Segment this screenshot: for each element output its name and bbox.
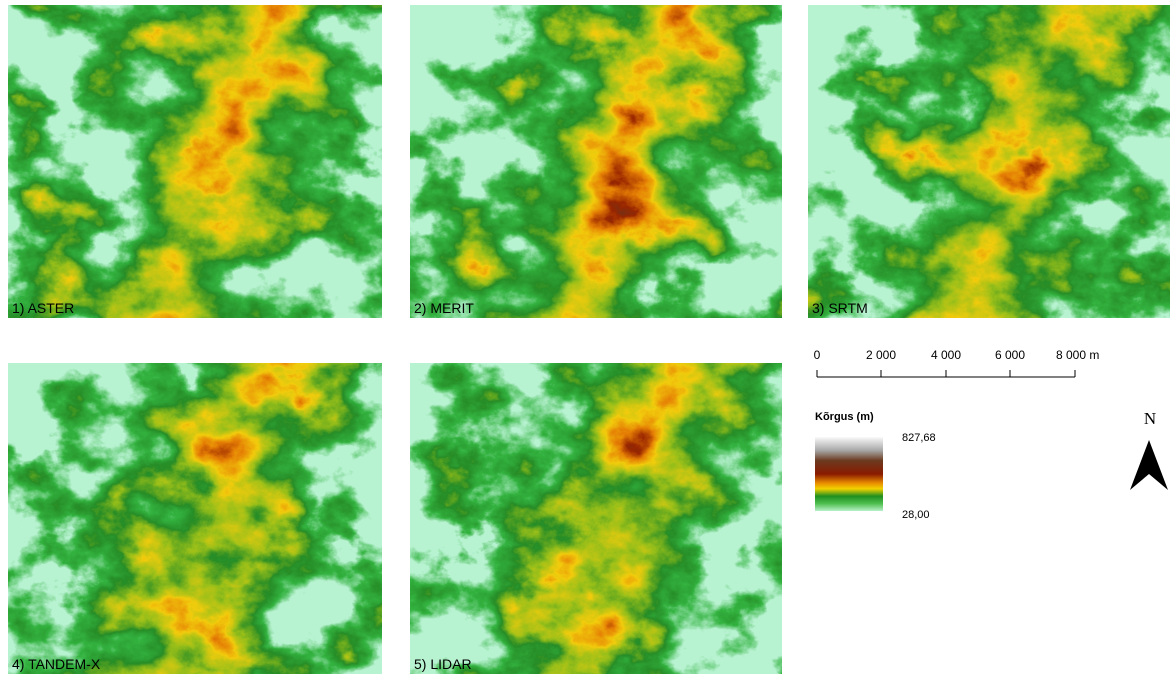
elevation-raster [410, 5, 782, 318]
panel-label: 2) MERIT [414, 300, 474, 316]
scale-bar [817, 370, 1075, 377]
north-arrow: N [1130, 409, 1168, 490]
scale-label: 8 000 m [1056, 348, 1099, 362]
scale-label: 0 [814, 348, 821, 362]
panel-label: 4) TANDEM-X [12, 656, 101, 672]
elevation-raster [8, 363, 382, 674]
legend-max: 827,68 [902, 432, 936, 444]
color-ramp [815, 437, 883, 511]
panel-label: 5) LIDAR [414, 656, 472, 672]
legend-min: 28,00 [902, 509, 930, 521]
panel: 2) MERIT [410, 5, 782, 318]
scale-label: 2 000 [866, 348, 896, 362]
legend-title: Kõrgus (m) [815, 411, 874, 423]
panel: 4) TANDEM-X [8, 363, 382, 674]
panel: 1) ASTER [8, 5, 382, 318]
scale-label: 6 000 [995, 348, 1025, 362]
scale-label: 4 000 [931, 348, 961, 362]
scale-labels: 0 2 000 4 000 6 000 8 000 m [814, 348, 1100, 362]
elevation-raster [410, 363, 782, 674]
map-figure: 1) ASTER 2) MERIT 3) SRTM 4) TANDEM-X 5)… [0, 0, 1170, 674]
legend: Kõrgus (m) 827,68 28,00 [815, 411, 936, 521]
panel-label: 3) SRTM [812, 300, 868, 316]
elevation-raster [8, 5, 382, 318]
panel: 5) LIDAR [410, 363, 782, 674]
north-label: N [1144, 409, 1156, 428]
elevation-raster [808, 5, 1170, 318]
panel-label: 1) ASTER [12, 300, 74, 316]
arrow [1130, 440, 1168, 490]
panel: 3) SRTM [808, 5, 1170, 318]
